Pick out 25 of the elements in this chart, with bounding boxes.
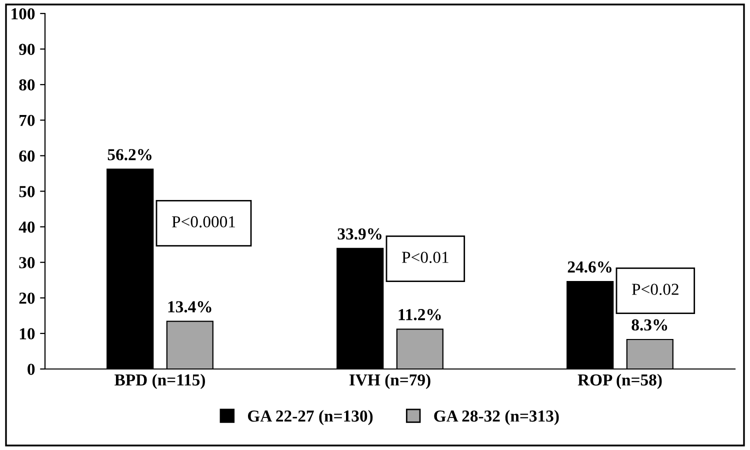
x-tick-label: ROP (n=58) [578, 374, 662, 389]
y-tick-label: 40 [18, 222, 35, 233]
data-label: 56.2% [108, 149, 152, 160]
data-label: 11.2% [398, 308, 441, 320]
data-label: 24.6% [568, 261, 612, 273]
y-tick-label: 30 [19, 257, 35, 268]
y-tick-label: 60 [19, 150, 35, 162]
data-label: 13.4% [168, 301, 212, 312]
data-label: 8.3% [632, 319, 668, 331]
y-tick-label: 80 [19, 79, 35, 91]
legend-label: GA 28-32 (n=313) [434, 410, 559, 426]
y-tick-label: 100 [12, 8, 35, 20]
data-label: 33.9% [338, 228, 382, 240]
x-tick-label: BPD (n=115) [114, 374, 205, 389]
y-tick-label: 20 [19, 292, 35, 304]
y-tick-label: 50 [19, 186, 35, 198]
y-tick-label: 90 [19, 44, 35, 55]
x-tick-label: IVH (n=79) [349, 374, 430, 389]
annotation: P<0.0001 [172, 216, 235, 228]
y-tick-label: 70 [20, 114, 35, 126]
annotation: P<0.01 [402, 252, 448, 264]
legend-label: GA 22-27 (n=130) [248, 410, 373, 426]
y-tick-label: 0 [28, 364, 35, 375]
annotation: P<0.02 [632, 284, 678, 296]
y-tick-label: 10 [20, 328, 35, 340]
